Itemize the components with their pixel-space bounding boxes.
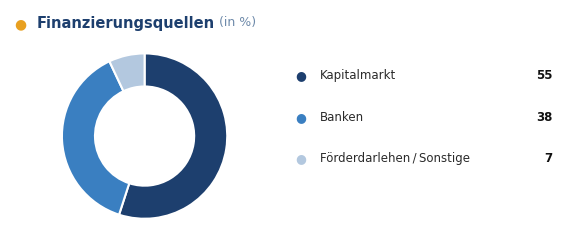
Text: ●: ● [295,152,306,165]
Wedge shape [109,53,145,91]
Text: ●: ● [14,18,26,32]
Wedge shape [62,61,129,215]
Text: 7: 7 [545,152,553,165]
Text: 55: 55 [536,69,553,82]
Wedge shape [119,53,227,219]
Text: 38: 38 [536,111,553,124]
Text: ●: ● [295,111,306,124]
Text: (in %): (in %) [215,16,257,29]
Text: ●: ● [295,69,306,82]
Text: Förderdarlehen / Sonstige: Förderdarlehen / Sonstige [320,152,471,165]
Text: Kapitalmarkt: Kapitalmarkt [320,69,396,82]
Text: Banken: Banken [320,111,365,124]
Text: Finanzierungsquellen: Finanzierungsquellen [37,16,215,32]
